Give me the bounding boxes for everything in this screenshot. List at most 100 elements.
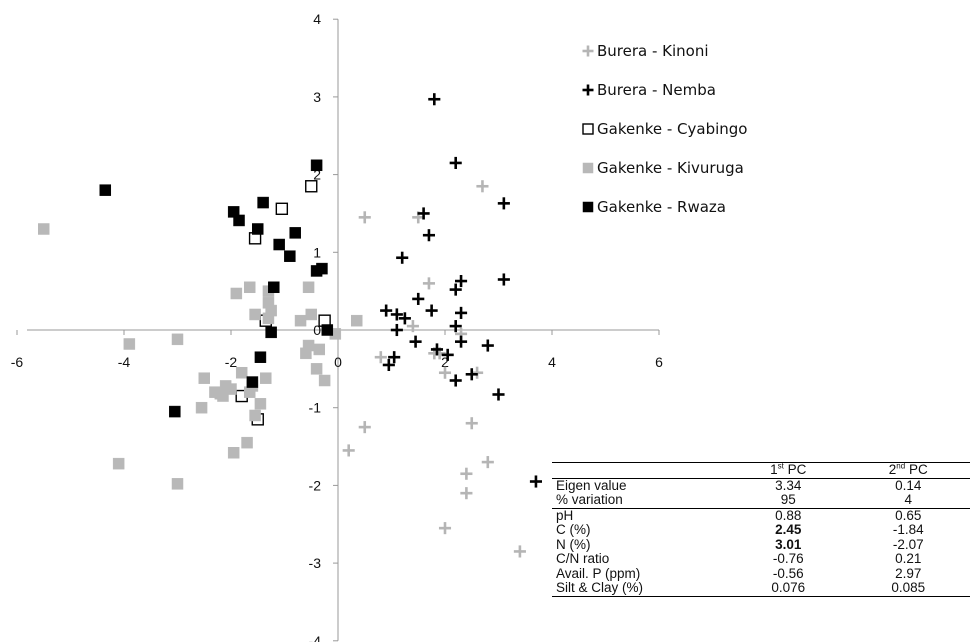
data-point <box>342 444 355 457</box>
data-point <box>465 368 478 381</box>
data-point <box>497 273 510 286</box>
data-point <box>460 467 473 480</box>
data-point <box>112 457 125 470</box>
data-point <box>396 251 409 264</box>
data-point <box>412 292 425 305</box>
pca-table: 1st PC 2nd PC Eigen value 3.34 0.14% varia… <box>552 462 970 597</box>
table-cell: 0.88 <box>730 507 847 523</box>
data-point <box>398 312 411 325</box>
table-row-label: pH <box>552 507 730 523</box>
table-cell: 3.01 <box>775 536 802 552</box>
data-point <box>38 223 50 235</box>
data-point <box>254 351 267 363</box>
data-point <box>481 339 494 352</box>
data-point <box>252 223 264 235</box>
data-point <box>449 320 462 333</box>
data-point <box>460 487 473 500</box>
legend-marker <box>582 201 594 213</box>
data-point <box>284 250 296 262</box>
data-point <box>305 308 317 321</box>
table-header-blank <box>552 463 730 479</box>
y-tick-label: 4 <box>313 11 321 27</box>
data-point <box>318 374 331 387</box>
table-cell: 2.45 <box>775 522 802 537</box>
data-point <box>260 372 272 384</box>
data-point <box>358 421 371 434</box>
table-row: Eigen value 3.34 0.14 <box>552 478 970 493</box>
data-point <box>233 214 245 227</box>
y-tick-label: -4 <box>309 633 322 642</box>
data-point <box>409 335 422 348</box>
data-point <box>449 156 462 169</box>
table-cell: 0.65 <box>846 507 970 523</box>
data-point <box>169 405 181 418</box>
data-point <box>249 308 261 321</box>
x-tick-label: 4 <box>548 354 556 370</box>
data-point <box>425 304 438 317</box>
data-point <box>428 93 441 106</box>
table-row-label: C/N ratio <box>556 551 610 566</box>
table-cell: 95 <box>780 492 796 507</box>
y-tick-label: 3 <box>313 89 321 105</box>
data-point <box>227 447 240 459</box>
data-point <box>254 398 267 410</box>
data-point <box>265 326 277 339</box>
data-point <box>374 351 387 364</box>
legend-marker <box>582 162 594 174</box>
data-point <box>302 281 315 294</box>
data-point <box>99 184 112 196</box>
data-point <box>382 358 395 372</box>
table-cell: -2.07 <box>892 536 924 552</box>
data-point <box>195 401 208 414</box>
table-header-row: 1st PC 2nd PC <box>552 461 970 479</box>
legend: Burera - Kinoni Burera - Nemba Gakenke - C… <box>582 42 747 216</box>
table-cell: 3.34 <box>775 477 802 493</box>
data-point <box>123 338 136 350</box>
data-point <box>262 312 275 325</box>
table-cell: 4 <box>904 492 912 507</box>
data-point <box>481 456 494 469</box>
data-point <box>198 372 210 384</box>
data-point <box>246 376 259 388</box>
table-row-label: % variation <box>556 492 623 507</box>
table-row: Avail. P (ppm) -0.56 2.97 <box>552 566 970 582</box>
table-row-label: Eigen value <box>556 477 627 493</box>
table-cell: 0.14 <box>895 477 922 493</box>
axes: -6 -4 -2 0 2 4 6 -4 -3 -2 -1 0 1 2 3 4 <box>11 11 663 642</box>
data-point <box>217 390 229 402</box>
legend-label: Burera - Kinoni <box>597 42 709 60</box>
data-point <box>388 351 401 364</box>
legend-label: Gakenke - Cyabingo <box>597 120 747 138</box>
data-point <box>406 320 419 333</box>
data-point <box>268 281 280 294</box>
data-point <box>305 180 318 193</box>
data-point <box>230 287 243 300</box>
y-tick-label: 1 <box>313 244 321 260</box>
data-point <box>455 274 468 288</box>
data-point <box>438 366 452 379</box>
legend-marker <box>582 84 594 96</box>
data-point <box>241 436 253 449</box>
data-point <box>417 207 430 220</box>
data-point <box>313 343 326 356</box>
data-point <box>390 323 403 337</box>
data-point <box>243 281 256 294</box>
table-row: % variation 95 4 <box>552 492 970 508</box>
data-point <box>171 333 184 346</box>
data-point <box>513 545 526 558</box>
table-row: C (%) 2.45 -1.84 <box>552 522 970 538</box>
table-row: Silt & Clay (%) 0.076 0.085 <box>552 580 970 597</box>
table-header-pc2: 2nd PC <box>888 461 928 477</box>
data-point <box>273 238 285 251</box>
data-point <box>422 229 435 242</box>
y-tick-label: 0 <box>313 322 321 338</box>
data-point <box>294 314 307 327</box>
data-point <box>449 283 462 296</box>
x-tick-label: -6 <box>11 354 24 370</box>
data-point <box>316 262 328 275</box>
data-point <box>275 202 289 215</box>
legend-label: Burera - Nemba <box>597 81 716 99</box>
data-point <box>422 277 435 290</box>
legend-marker <box>582 123 594 135</box>
